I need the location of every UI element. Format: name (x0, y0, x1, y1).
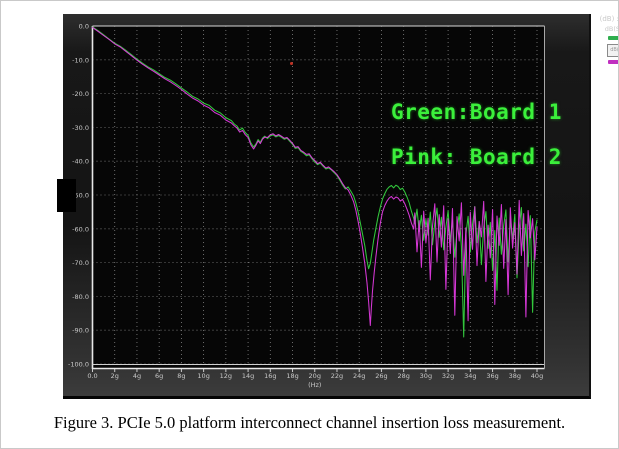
x-axis-unit-label: (Hz) (308, 381, 321, 389)
y-tick-label: -30.0 (72, 124, 89, 132)
y-tick-label: -60.0 (72, 225, 89, 233)
plot-background (92, 26, 545, 368)
x-tick-label: 24g (353, 372, 365, 380)
x-tick-label: 8g (177, 372, 185, 380)
y-tick-label: 0.0 (79, 23, 89, 31)
x-tick-label: 16g (264, 372, 276, 380)
marker-dot (290, 62, 293, 65)
x-tick-label: 4g (133, 372, 141, 380)
marker-tab (57, 179, 76, 212)
trace-board1-green (91, 26, 538, 338)
y-tick-label: -40.0 (72, 158, 89, 166)
legend-units-label: (dB) : f(Hz) (599, 15, 619, 23)
x-tick-label: 26g (375, 372, 387, 380)
x-tick-label: 34g (464, 372, 476, 380)
x-tick-label: 6g (155, 372, 163, 380)
trace-legend: (dB) : f(Hz) dB(S(1,3)) dB(S(1,3)) (545, 14, 619, 64)
y-tick-label: -20.0 (72, 90, 89, 98)
trace1-color-swatch (608, 36, 618, 40)
annotation-board1: Green:Board 1 (391, 100, 562, 124)
y-tick-label: -80.0 (72, 293, 89, 301)
x-tick-label: 38g (509, 372, 521, 380)
trace2-color-swatch (608, 60, 618, 64)
legend-trace2-selected-box: dB(S(1,3)) (607, 44, 618, 57)
x-tick-label: 22g (331, 372, 343, 380)
x-tick-label: 32g (442, 372, 454, 380)
trace-board2-pink (91, 26, 538, 327)
figure-caption: Figure 3. PCIe 5.0 platform interconnect… (53, 413, 566, 432)
x-tick-label: 0.0 (87, 372, 97, 380)
x-tick-label: 12g (220, 372, 232, 380)
vna-screenshot-panel: 0.0 -10.0 -20.0 -30.0 -40.0 -50.0 -60.0 -70.0 -8… (63, 14, 618, 399)
y-tick-label: -10.0 (72, 56, 89, 64)
x-tick-label: 40g (531, 372, 543, 380)
y-tick-label: -90.0 (72, 327, 89, 335)
x-tick-label: 30g (420, 372, 432, 380)
x-tick-label: 18g (286, 372, 298, 380)
x-tick-label: 14g (242, 372, 254, 380)
y-tick-label: -100.0 (68, 361, 89, 369)
x-tick-label: 20g (309, 372, 321, 380)
x-tick-label: 2g (111, 372, 119, 380)
x-tick-label: 10g (197, 372, 209, 380)
legend-trace1-label: dB(S(1,3)) (604, 25, 618, 33)
y-tick-label: -70.0 (72, 259, 89, 267)
annotation-board2: Pink: Board 2 (391, 145, 562, 169)
x-tick-label: 36g (486, 372, 498, 380)
x-tick-label: 28g (397, 372, 409, 380)
